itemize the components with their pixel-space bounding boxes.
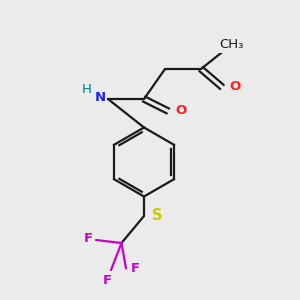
Text: S: S [152, 208, 163, 224]
Text: O: O [230, 80, 241, 94]
Text: F: F [103, 274, 112, 287]
Text: F: F [84, 232, 93, 245]
Text: N: N [94, 91, 106, 104]
Text: CH₃: CH₃ [219, 38, 243, 52]
Text: F: F [130, 262, 140, 275]
Text: H: H [82, 83, 91, 96]
Text: O: O [176, 104, 187, 118]
